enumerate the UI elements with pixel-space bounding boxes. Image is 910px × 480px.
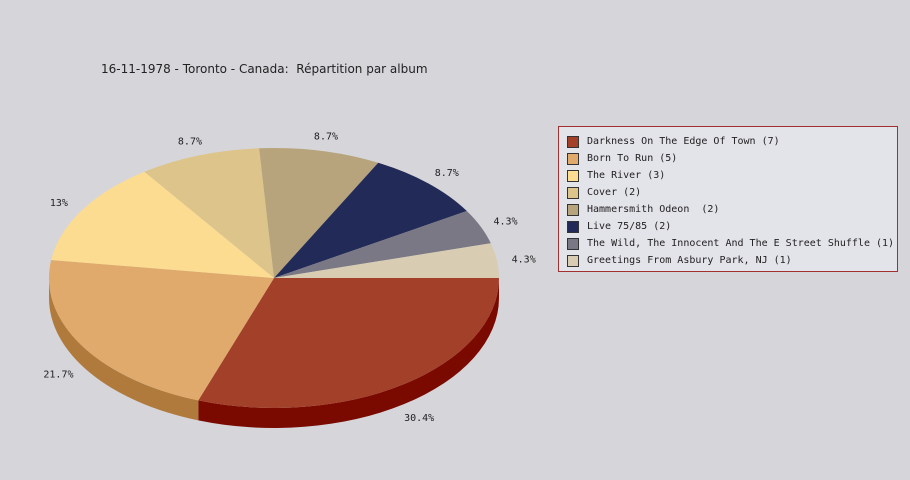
pie-slice-greetings-from-asbury-park-nj	[274, 243, 499, 278]
pie-percent-labels: 30.4% 21.7% 13% 8.7% 8.7% 8.7% 4.3% 4.3%	[43, 132, 535, 424]
legend-item: Born To Run (5)	[567, 150, 889, 167]
legend: Darkness On The Edge Of Town (7) Born To …	[558, 126, 898, 272]
legend-swatch	[567, 220, 579, 233]
pie-slice-darkness-on-the-edge-of-town	[198, 278, 499, 408]
legend-item: Live 75/85 (2)	[567, 218, 889, 235]
legend-swatch	[567, 152, 579, 165]
legend-swatch	[567, 254, 579, 267]
legend-item: Hammersmith Odeon (2)	[567, 201, 889, 218]
pie-label-the-river: 13%	[50, 198, 68, 209]
pie-slice-born-to-run	[49, 260, 274, 401]
legend-swatch	[567, 186, 579, 199]
pie-label-hammersmith-odeon: 8.7%	[314, 132, 338, 143]
legend-label: The River (3)	[587, 170, 666, 181]
pie-label-darkness-on-the-edge-of-town: 30.4%	[404, 413, 434, 424]
legend-item: Darkness On The Edge Of Town (7)	[567, 133, 889, 150]
legend-label: The Wild, The Innocent And The E Street …	[587, 238, 895, 249]
pie-slice-the-wild-the-innocent-and-the-e-street-shuffle	[274, 211, 491, 278]
legend-item: The Wild, The Innocent And The E Street …	[567, 235, 894, 252]
legend-swatch	[567, 237, 579, 250]
legend-label: Greetings From Asbury Park, NJ (1)	[587, 255, 792, 266]
pie-slice-hammersmith-odeon	[259, 148, 379, 278]
legend-label: Cover (2)	[587, 187, 642, 198]
legend-swatch	[567, 135, 579, 148]
pie-side-darkness-on-the-edge-of-town	[198, 278, 499, 428]
pie-side-born-to-run	[49, 278, 199, 421]
pie-label-born-to-run: 21.7%	[43, 369, 73, 380]
pie-label-greetings-from-asbury-park-nj: 4.3%	[512, 254, 536, 265]
pie-slice-cover	[144, 148, 274, 278]
legend-swatch	[567, 169, 579, 182]
legend-item: The River (3)	[567, 167, 889, 184]
legend-label: Born To Run (5)	[587, 153, 678, 164]
pie-chart: 30.4% 21.7% 13% 8.7% 8.7% 8.7% 4.3% 4.3%	[43, 132, 536, 428]
pie-label-cover: 8.7%	[178, 137, 202, 148]
legend-item: Greetings From Asbury Park, NJ (1)	[567, 252, 889, 269]
legend-label: Darkness On The Edge Of Town (7)	[587, 136, 780, 147]
legend-label: Hammersmith Odeon (2)	[587, 204, 720, 215]
pie-label-live-75-85: 8.7%	[435, 168, 459, 179]
pie-slice-live-75-85	[274, 162, 467, 278]
legend-swatch	[567, 203, 579, 216]
pie-slice-the-river	[51, 171, 274, 278]
pie-label-the-wild-the-innocent-and-the-e-street-shuffle: 4.3%	[493, 216, 517, 227]
pie-3d-sides	[49, 278, 499, 428]
legend-label: Live 75/85 (2)	[587, 221, 672, 232]
pie-slices	[49, 148, 499, 408]
chart-title: 16-11-1978 - Toronto - Canada: Répartiti…	[101, 62, 428, 76]
legend-item: Cover (2)	[567, 184, 889, 201]
